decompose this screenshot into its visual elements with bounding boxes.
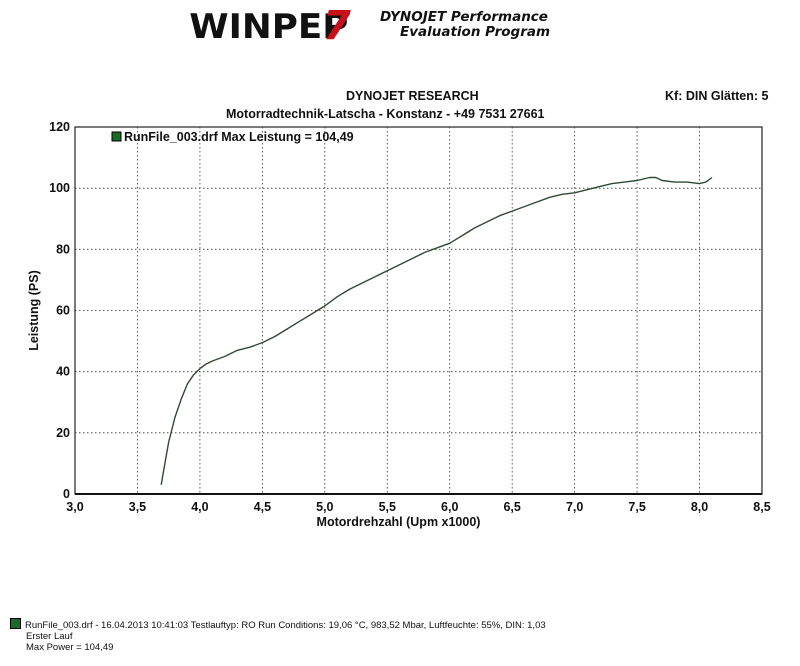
y-tick-label: 0 [63,487,70,501]
run-info-line: RunFile_003.drf - 16.04.2013 10:41:03 Te… [25,620,546,631]
logo-version: 7 [323,4,351,44]
run-name: Erster Lauf [26,631,73,642]
x-tick-label: 3,5 [129,500,146,514]
power-curve [160,176,713,485]
run-info: RunFile_003.drf - 16.04.2013 10:41:03 Te… [10,618,546,653]
x-tick-label: 7,5 [628,500,645,514]
dyno-chart: 3,0 3,5 4,0 4,5 5,0 5,5 6,0 6,5 7,0 7,5 8,0 8,5 0 20 4… [27,120,771,529]
x-tick-label: 5,0 [316,500,333,514]
report-title: DYNOJET RESEARCH [346,89,479,103]
x-tick-label: 8,0 [691,500,708,514]
winpep-logo: WINPEP 7 DYNOJET Performance Evaluation … [189,4,550,44]
logo-tagline-2: Evaluation Program [400,24,550,40]
x-tick-label: 4,0 [191,500,208,514]
x-tick-label: 6,5 [503,500,520,514]
logo-tagline-1: DYNOJET Performance [380,9,548,25]
x-tick-label: 6,0 [441,500,458,514]
x-tick-label: 4,5 [254,500,271,514]
logo-text: WINPEP [189,8,348,44]
y-tick-label: 60 [56,304,70,318]
y-tick-label: 20 [56,426,70,440]
y-tick-label: 100 [49,181,70,195]
y-tick-label: 40 [56,365,70,379]
y-tick-label: 80 [56,242,70,256]
y-tick-label: 120 [49,120,70,134]
plot-frame [74,126,763,495]
x-tick-label: 7,0 [566,500,583,514]
x-tick-label: 8,5 [753,500,770,514]
run-swatch [10,618,21,629]
report-subtitle: Motorradtechnik-Latscha - Konstanz - +49… [226,107,545,121]
settings-label: Kf: DIN Glätten: 5 [665,89,769,103]
legend-label: RunFile_003.drf Max Leistung = 104,49 [124,130,354,144]
x-axis-label: Motordrehzahl (Upm x1000) [317,515,481,529]
max-power: Max Power = 104,49 [26,642,114,653]
legend-swatch [111,131,122,142]
x-tick-label: 5,5 [379,500,396,514]
y-axis-label: Leistung (PS) [27,270,41,351]
x-tick-label: 3,0 [66,500,83,514]
